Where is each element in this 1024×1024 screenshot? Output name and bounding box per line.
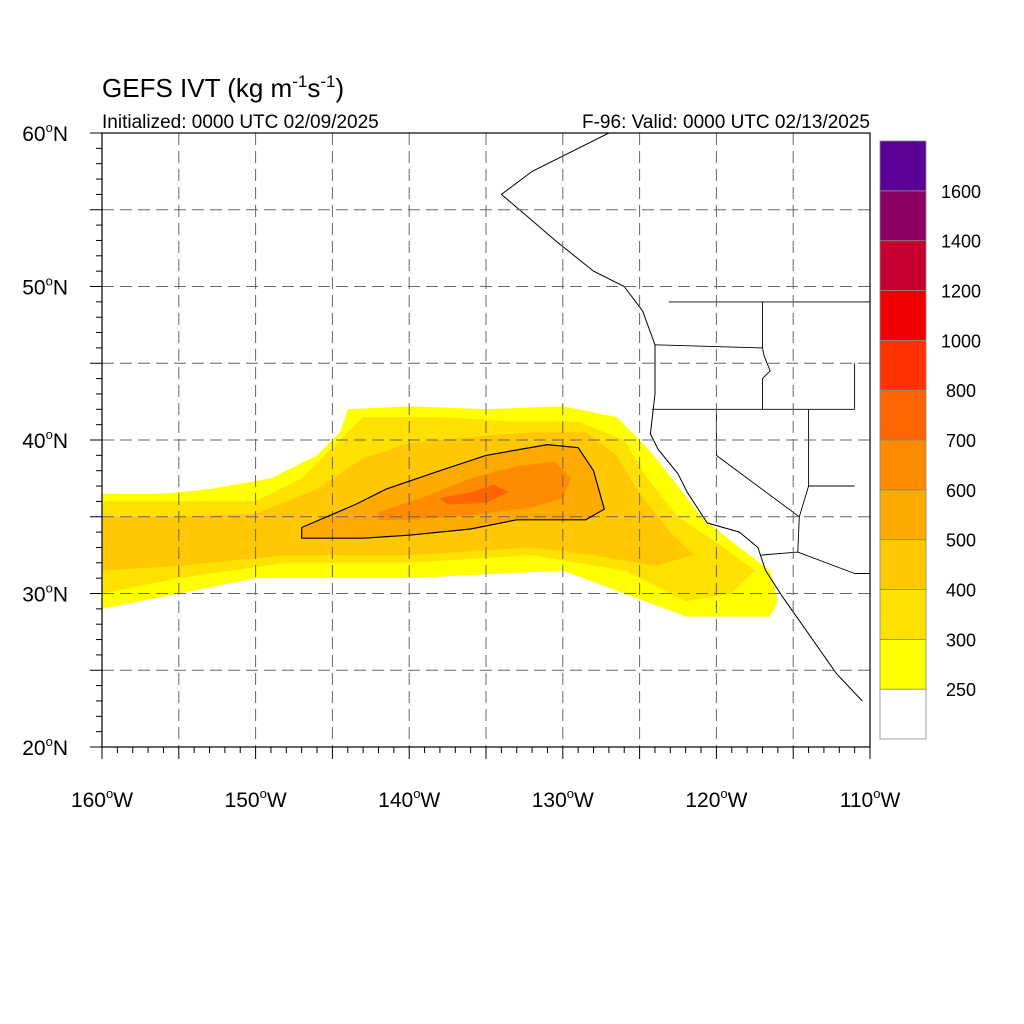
- ivt-region-600: [378, 461, 571, 520]
- border-line: [808, 409, 855, 487]
- colorbar-label: 1600: [941, 182, 981, 202]
- colorbar-swatch: [879, 290, 927, 341]
- colorbar-label: 400: [946, 581, 976, 601]
- colorbar-label: 700: [946, 431, 976, 451]
- lon-label: 150oW: [225, 786, 287, 812]
- colorbar-swatch: [879, 688, 927, 740]
- lon-label: 160oW: [71, 786, 133, 812]
- colorbar-swatch: [879, 539, 927, 590]
- colorbar-label: 1000: [941, 331, 981, 351]
- figure-title: GEFS IVT (kg m-1s-1): [102, 72, 344, 103]
- colorbar-label: 1400: [941, 232, 981, 252]
- colorbar-swatch: [879, 339, 927, 391]
- axis-ticks: [90, 132, 871, 759]
- colorbar-label: 300: [946, 630, 976, 650]
- colorbar-label: 500: [946, 531, 976, 551]
- colorbar-swatch: [879, 638, 927, 690]
- colorbar-swatch: [879, 140, 927, 192]
- lon-label: 140oW: [378, 786, 440, 812]
- colorbar: 250 300 400 500 600 700 800 1000 1200 1400 1600: [879, 140, 981, 740]
- longitude-labels: 160oW 150oW 140oW 130oW 120oW 110oW: [71, 786, 901, 812]
- latitude-labels: 60oN 50oN 40oN 30oN 20oN: [22, 120, 68, 760]
- init-time-label: Initialized: 0000 UTC 02/09/2025: [102, 112, 379, 133]
- geographic-boundaries: [500, 133, 870, 702]
- lat-label: 40oN: [22, 427, 68, 453]
- border-line: [715, 409, 800, 518]
- border-line: [654, 344, 771, 410]
- colorbar-swatch: [879, 240, 927, 291]
- colorbar-label: 600: [946, 481, 976, 501]
- colorbar-swatch: [879, 389, 927, 441]
- colorbar-swatch: [879, 489, 927, 541]
- colorbar-swatch: [879, 589, 927, 640]
- colorbar-label: 1200: [941, 282, 981, 302]
- colorbar-label: 800: [946, 381, 976, 401]
- border-line: [760, 551, 855, 574]
- lat-label: 60oN: [22, 120, 68, 146]
- ivt-region-700: [439, 484, 509, 505]
- border-line: [797, 485, 810, 553]
- lat-lon-gridlines: [102, 133, 870, 747]
- ivt-shading: [102, 406, 778, 617]
- lon-label: 130oW: [532, 786, 594, 812]
- valid-time-label: F-96: Valid: 0000 UTC 02/13/2025: [582, 112, 870, 133]
- colorbar-swatch: [879, 190, 927, 242]
- lat-label: 20oN: [22, 734, 68, 760]
- lat-label: 50oN: [22, 274, 68, 300]
- lon-label: 110oW: [840, 786, 901, 812]
- lat-label: 30oN: [22, 581, 68, 607]
- colorbar-swatch: [879, 439, 927, 491]
- ivt-500-contour: [301, 443, 606, 539]
- colorbar-label: 250: [946, 680, 976, 700]
- coastline: [500, 133, 863, 702]
- lon-label: 120oW: [685, 786, 747, 812]
